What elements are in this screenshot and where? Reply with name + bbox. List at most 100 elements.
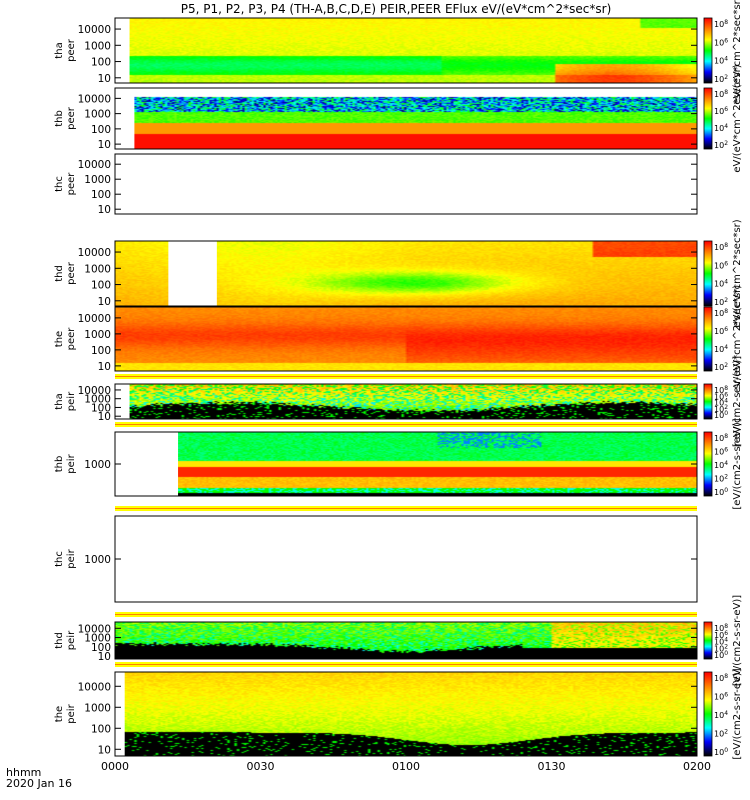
colorbar-tick-label: 102	[714, 297, 728, 307]
panel-the-peer: 10 100 1000 10000 the peer	[54, 306, 698, 373]
colorbar-gradient	[704, 241, 712, 306]
colorbar-label: [eV/(cm2-s-sr-eV)]	[732, 595, 743, 686]
spectrogram-image	[115, 307, 697, 371]
colorbar-tick-label: 104	[714, 123, 728, 133]
x-tick-label: 0000	[101, 760, 129, 773]
y-tick-label: 10000	[78, 93, 111, 105]
colorbar-tick-label: 108	[714, 89, 728, 99]
panel-frame	[114, 87, 698, 150]
colorbar-tick-label: 104	[714, 710, 728, 720]
figure-title: P5, P1, P2, P3, P4 (TH-A,B,C,D,E) PEIR,P…	[181, 2, 612, 16]
colorbar-tick-label: 108	[714, 242, 728, 252]
panel-label: tha	[54, 393, 65, 409]
spectrogram-image	[129, 384, 698, 419]
y-tick-label: 100	[91, 402, 111, 414]
colorbar-tick-label: 108	[714, 433, 728, 443]
panel-label: peir	[66, 630, 77, 650]
colorbar-label: [eV/(cm2-s-sr-eV)]	[732, 356, 743, 447]
colorbar-frame	[703, 306, 713, 372]
x-tick-label: 0200	[683, 760, 711, 773]
panel-the-peir: 10 100 1000 10000 the peir	[54, 662, 698, 757]
panel-frame	[114, 383, 698, 420]
panel-frame	[114, 240, 698, 307]
colorbar-tick-label: 106	[714, 447, 728, 457]
y-tick-label: 1000	[84, 459, 111, 471]
time-label: hhmm	[6, 766, 41, 779]
spectrogram-image	[134, 88, 697, 149]
colorbar-tick-label: 102	[714, 643, 728, 653]
date-label: 2020 Jan 16	[6, 777, 72, 790]
panel-frame	[114, 306, 698, 372]
colorbar-tick-label: 106	[714, 37, 728, 47]
colorbar-tick-label: 108	[714, 385, 728, 395]
panel-label: thd	[54, 632, 65, 649]
colorbar-tick-label: 102	[714, 140, 728, 150]
colorbar-label: eV/(eV*cm^2*sec*sr)	[732, 219, 743, 327]
colorbar-tick-label: 108	[714, 308, 728, 318]
colorbar-label: [eV/(cm2-s-sr-eV)]	[732, 668, 743, 759]
colorbar-tick-label: 108	[714, 673, 728, 683]
colorbar-gradient	[704, 622, 712, 659]
y-tick-label: 10	[98, 651, 111, 663]
y-tick-label: 100	[91, 345, 111, 357]
y-tick-label: 10000	[78, 313, 111, 325]
colorbar-tick-label: 102	[714, 362, 728, 372]
colorbar-tick-label: 106	[714, 391, 728, 401]
panel-label: thd	[54, 265, 65, 282]
panel-label: the	[54, 706, 65, 722]
colorbar-label: eV/(eV*cm^2*sec*sr)	[732, 285, 743, 393]
colorbar-label: eV/(eV*cm^2*sec*sr)	[732, 0, 743, 105]
colorbar-frame	[703, 671, 713, 757]
colorbar-tick-label: 102	[714, 74, 728, 84]
colorbar-gradient	[704, 307, 712, 371]
x-tick-label: 0030	[247, 760, 275, 773]
y-tick-label: 10	[98, 744, 111, 756]
colorbar-tick-label: 106	[714, 692, 728, 702]
colorbar-tick-label: 102	[714, 474, 728, 484]
y-tick-label: 1000	[84, 702, 111, 714]
colorbar-tick-label: 100	[714, 747, 728, 757]
y-tick-label: 10	[98, 139, 111, 151]
panel-thb-peir: 1000 thb peir	[54, 422, 698, 497]
panel-label: peer	[66, 172, 77, 196]
y-tick-label: 10000	[78, 24, 111, 36]
panel-label: peir	[66, 703, 77, 723]
colorbar-tick-label: 104	[714, 279, 728, 289]
time-axis: 0000 0030 0100 0130 0200	[101, 750, 711, 773]
y-tick-label: 1000	[84, 40, 111, 52]
y-tick-label: 10000	[78, 681, 111, 693]
y-tick-label: 100	[91, 124, 111, 136]
y-tick-label: 1000	[84, 633, 111, 645]
x-tick-label: 0100	[392, 760, 420, 773]
panel-thd-peer: 10 100 1000 10000 thd peer	[54, 240, 698, 308]
panel-label: peer	[66, 38, 77, 62]
panel-label: thc	[54, 551, 65, 567]
colorbar-tick-label: 100	[714, 650, 728, 660]
colorbar-peer: 102 104 106 108 eV/(eV*cm^2*sec*sr)	[703, 219, 743, 328]
panel-label: peer	[66, 327, 77, 351]
colorbar-tick-label: 106	[714, 326, 728, 336]
y-tick-label: 10	[98, 296, 111, 308]
panel-thb-peer: 10 100 1000 10000 thb peer	[54, 87, 698, 151]
colorbar-tick-label: 108	[714, 19, 728, 29]
y-tick-label: 10	[98, 73, 111, 85]
colorbar-gradient	[704, 432, 712, 496]
colorbar-frame	[703, 431, 713, 497]
panel-label: peer	[66, 106, 77, 130]
colorbar-tick-label: 102	[714, 404, 728, 414]
panel-label: peir	[66, 391, 77, 411]
y-tick-label: 10000	[78, 385, 111, 397]
y-tick-label: 1000	[84, 263, 111, 275]
colorbar-label: eV/(eV*cm^2*sec*sr)	[732, 64, 743, 172]
spectrogram-image	[178, 432, 698, 496]
colorbar-tick-label: 104	[714, 56, 728, 66]
colorbar-frame	[703, 383, 713, 420]
colorbar-frame	[703, 240, 713, 307]
spectrogram-image	[115, 622, 697, 659]
y-tick-label: 10000	[78, 159, 111, 171]
